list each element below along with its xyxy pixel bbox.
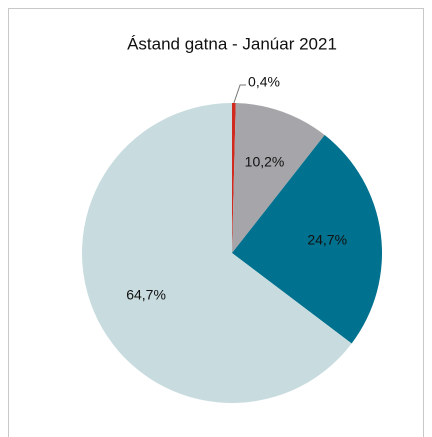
chart-title: Ástand gatna - Janúar 2021: [127, 34, 337, 53]
pie-slice: [232, 103, 236, 253]
data-label: 0,4%: [248, 74, 280, 90]
pie-slice: [232, 103, 325, 254]
pie-slice: [232, 135, 383, 344]
data-label: 24,7%: [307, 231, 347, 247]
data-label: 10,2%: [245, 153, 285, 169]
leader-line: [233, 84, 247, 104]
data-label: 64,7%: [126, 286, 166, 302]
pie-slice: [82, 103, 352, 404]
